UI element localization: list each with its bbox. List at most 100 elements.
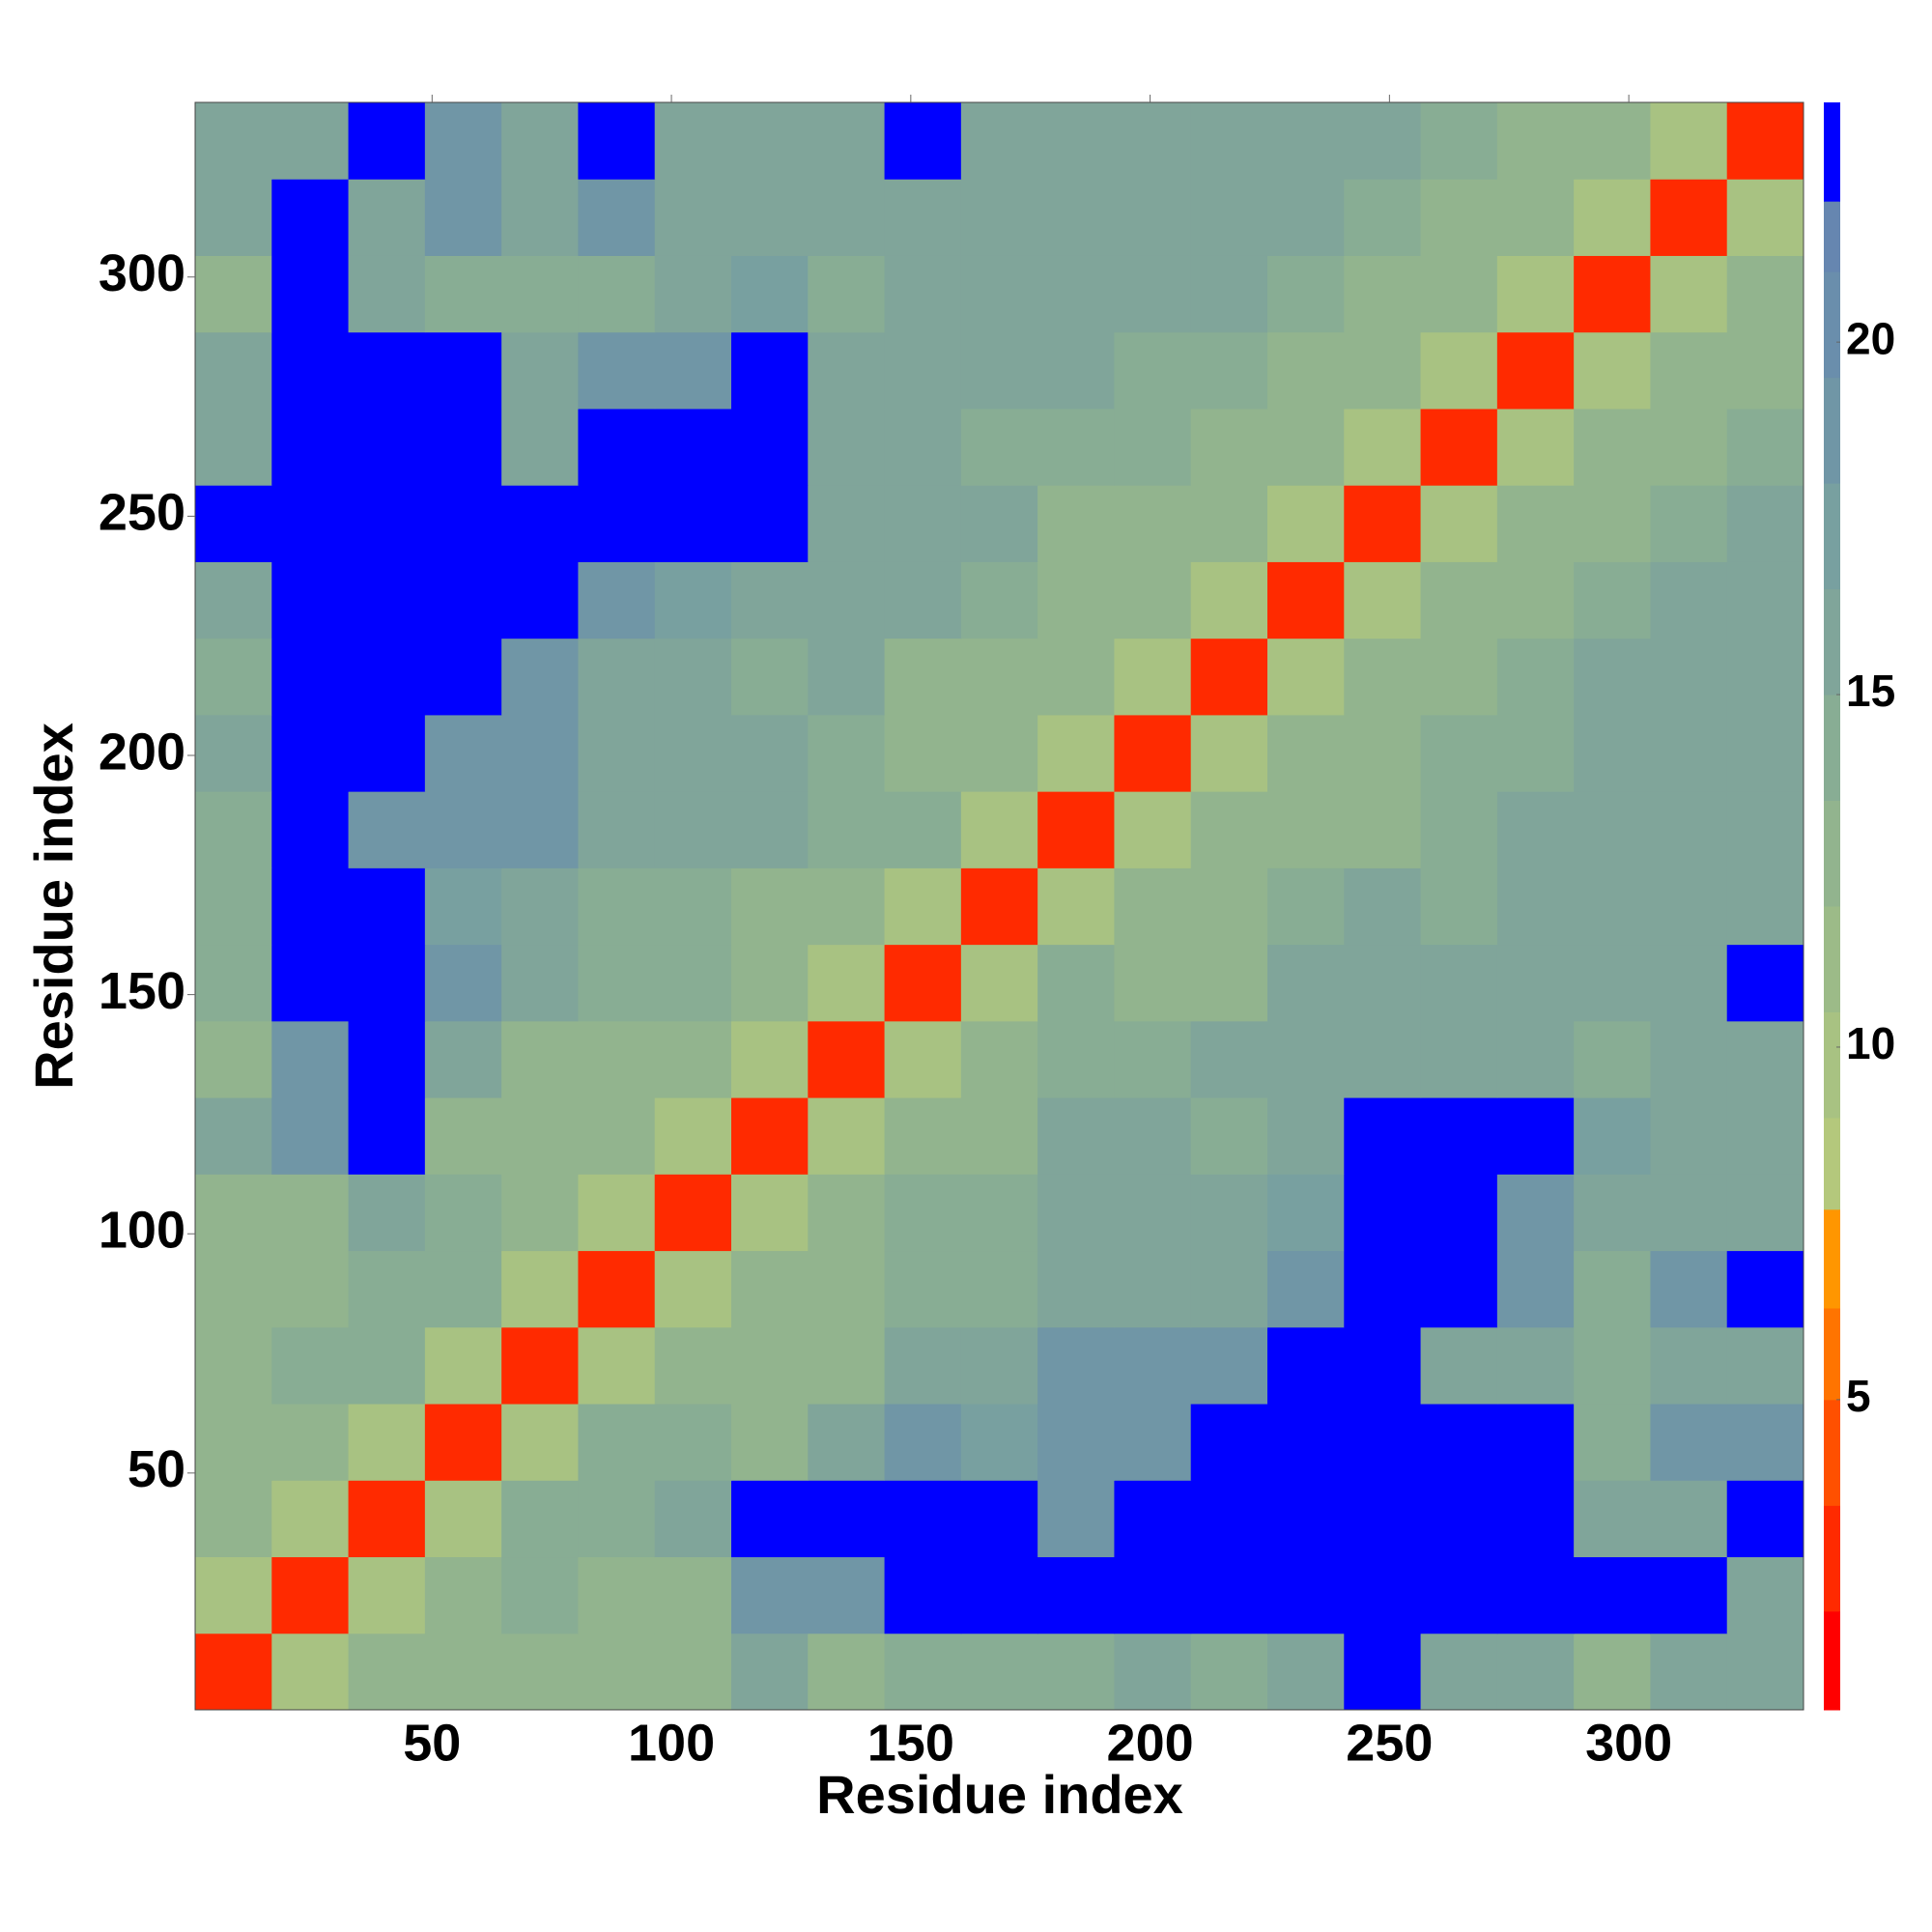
heatmap-cell bbox=[808, 791, 886, 868]
heatmap-cell bbox=[960, 179, 1038, 256]
heatmap-cell bbox=[1344, 714, 1422, 792]
colorbar-band bbox=[1824, 377, 1840, 484]
colorbar-band bbox=[1824, 102, 1840, 202]
heatmap-cell bbox=[1114, 1404, 1192, 1481]
heatmap-cell bbox=[808, 1633, 886, 1711]
heatmap-cell bbox=[884, 1404, 962, 1481]
heatmap-cell bbox=[808, 867, 886, 946]
heatmap-cell bbox=[1574, 331, 1651, 410]
heatmap-cell bbox=[1650, 1250, 1728, 1328]
heatmap-cell bbox=[731, 331, 809, 410]
heatmap-cell bbox=[654, 331, 732, 410]
heatmap-cell bbox=[884, 561, 962, 639]
heatmap-cell bbox=[578, 1480, 656, 1558]
heatmap-cell bbox=[1267, 944, 1345, 1022]
heatmap-cell bbox=[1574, 1404, 1651, 1481]
heatmap-cell bbox=[1496, 331, 1575, 410]
heatmap-cell bbox=[578, 102, 656, 180]
heatmap-cell bbox=[1726, 1020, 1804, 1098]
heatmap-cell bbox=[1190, 331, 1268, 410]
x-tick-label: 300 bbox=[1585, 1714, 1672, 1772]
heatmap-cell bbox=[1726, 714, 1804, 792]
heatmap-cell bbox=[1267, 1480, 1345, 1558]
heatmap-cell bbox=[501, 331, 579, 410]
colorbar-band bbox=[1824, 800, 1840, 907]
heatmap-cell bbox=[271, 1097, 350, 1175]
heatmap-cell bbox=[1650, 1020, 1728, 1098]
heatmap-cell bbox=[1037, 1404, 1115, 1481]
heatmap-cell bbox=[808, 561, 886, 639]
heatmap-cell bbox=[654, 791, 732, 868]
heatmap-cell bbox=[271, 944, 350, 1022]
heatmap-cell bbox=[271, 102, 350, 180]
heatmap-cell bbox=[1037, 1480, 1115, 1558]
heatmap-cell bbox=[1574, 408, 1651, 486]
heatmap-cell bbox=[424, 944, 502, 1022]
heatmap-cell bbox=[424, 1556, 502, 1634]
heatmap-cell bbox=[348, 1020, 426, 1098]
heatmap-cell bbox=[1574, 1326, 1651, 1405]
heatmap-cell bbox=[1650, 1556, 1728, 1634]
heatmap-cell bbox=[271, 1556, 350, 1634]
heatmap-cell bbox=[1267, 561, 1345, 639]
heatmap-cell bbox=[424, 791, 502, 868]
heatmap-cell bbox=[1496, 561, 1575, 639]
x-tick-label: 200 bbox=[1107, 1714, 1194, 1772]
heatmap-cell bbox=[1190, 1633, 1268, 1711]
heatmap-cell bbox=[1574, 1250, 1651, 1328]
heatmap-cell bbox=[1037, 179, 1115, 256]
heatmap-cell bbox=[1114, 255, 1192, 333]
heatmap-cell bbox=[1344, 102, 1422, 180]
heatmap-cell bbox=[1037, 408, 1115, 486]
heatmap-cell bbox=[195, 1404, 272, 1481]
heatmap-cell bbox=[1114, 485, 1192, 562]
heatmap-cell bbox=[1037, 255, 1115, 333]
heatmap-cell bbox=[424, 1480, 502, 1558]
heatmap-cell bbox=[1496, 1174, 1575, 1252]
heatmap-cell bbox=[884, 867, 962, 946]
heatmap-cell bbox=[654, 1556, 732, 1634]
heatmap-cell bbox=[1420, 102, 1498, 180]
heatmap-cell bbox=[731, 1250, 809, 1328]
heatmap-cell bbox=[960, 102, 1038, 180]
heatmap-cell bbox=[884, 791, 962, 868]
heatmap-cell bbox=[1267, 1404, 1345, 1481]
heatmap-cell bbox=[960, 255, 1038, 333]
heatmap-cell bbox=[1190, 561, 1268, 639]
y-tick-label: 200 bbox=[99, 723, 185, 781]
heatmap-cell bbox=[1344, 1097, 1422, 1175]
heatmap-cell bbox=[1650, 561, 1728, 639]
heatmap-cell bbox=[578, 1556, 656, 1634]
heatmap-cell bbox=[424, 102, 502, 180]
colorbar-band bbox=[1824, 695, 1840, 802]
colorbar-tick-label: 20 bbox=[1846, 313, 1895, 363]
heatmap-cell bbox=[195, 255, 272, 333]
heatmap-cell bbox=[1574, 791, 1651, 868]
heatmap-cell bbox=[1114, 561, 1192, 639]
heatmap-cell bbox=[348, 638, 426, 716]
heatmap-cell bbox=[424, 867, 502, 946]
heatmap-cell bbox=[1726, 944, 1804, 1022]
heatmap-cell bbox=[424, 1174, 502, 1252]
colorbar-tick-label: 15 bbox=[1846, 666, 1895, 716]
heatmap-cell bbox=[1344, 867, 1422, 946]
heatmap-cell bbox=[960, 1097, 1038, 1175]
heatmap-cell bbox=[1420, 944, 1498, 1022]
heatmap-cell bbox=[654, 1020, 732, 1098]
heatmap-cell bbox=[195, 408, 272, 486]
heatmap-cell bbox=[1190, 944, 1268, 1022]
heatmap-cell bbox=[1650, 867, 1728, 946]
heatmap-cell bbox=[578, 331, 656, 410]
heatmap-cell bbox=[1726, 1174, 1804, 1252]
heatmap-cell bbox=[960, 1480, 1038, 1558]
heatmap-cell bbox=[1190, 1020, 1268, 1098]
heatmap-cell bbox=[348, 1174, 426, 1252]
heatmap-cell bbox=[195, 1250, 272, 1328]
heatmap-cell bbox=[1574, 638, 1651, 716]
heatmap-cell bbox=[654, 179, 732, 256]
heatmap-cell bbox=[424, 1250, 502, 1328]
heatmap-cell bbox=[271, 1250, 350, 1328]
heatmap-cell bbox=[808, 1250, 886, 1328]
heatmap-cell bbox=[1420, 638, 1498, 716]
heatmap-cell bbox=[1650, 408, 1728, 486]
